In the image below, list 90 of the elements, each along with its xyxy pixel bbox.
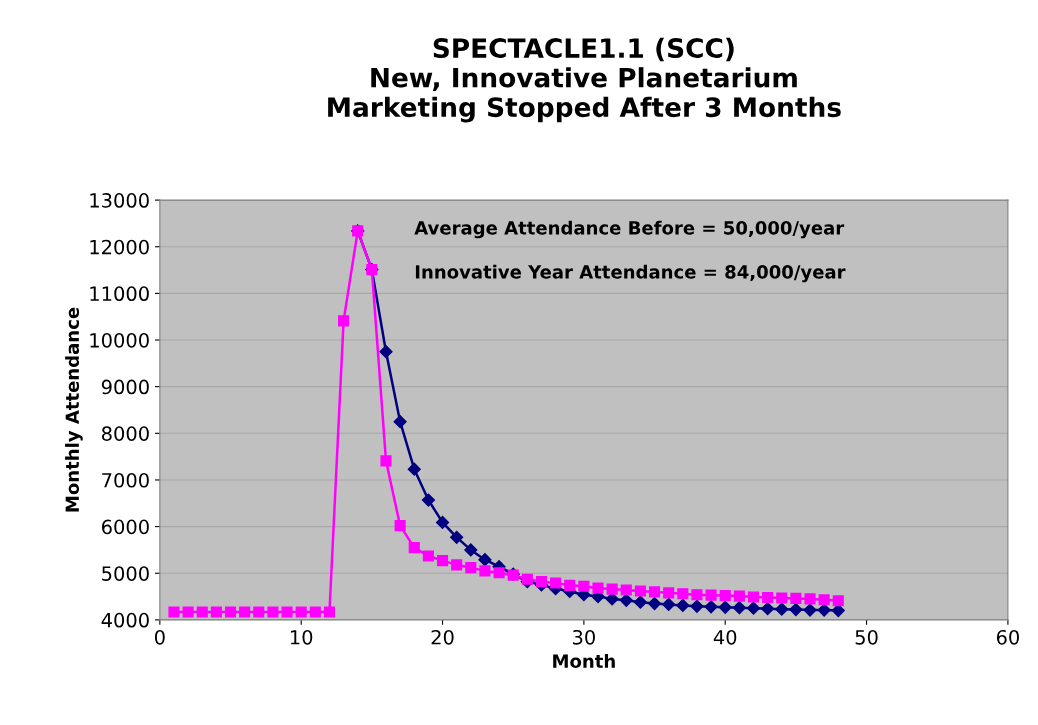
point [239,606,251,618]
x-axis-title: Month [553,653,615,668]
point [746,601,761,615]
point [394,520,406,532]
point [762,591,774,604]
point [832,595,844,607]
point [295,606,307,618]
point [804,593,816,605]
point [564,579,576,591]
point [493,567,505,579]
point [281,606,293,618]
y-tick-label: 5000 [102,566,149,581]
point [790,592,802,604]
point [592,582,604,594]
point [421,493,435,507]
point [479,565,491,577]
x-tick-label: 0 [154,629,165,645]
annotation: Innovative Year Attendance = 84,000/year [415,264,846,283]
y-tick-label: 10000 [90,332,149,348]
point [196,606,208,618]
point [478,553,492,567]
y-tick-label: 13000 [90,193,149,208]
point [451,559,463,571]
y-tick-label: 8000 [101,426,149,441]
point [253,606,265,618]
point [761,602,775,616]
point [663,587,675,599]
x-tick-label: 10 [290,629,313,645]
point [535,576,548,588]
x-tick-label: 60 [996,629,1019,645]
point [705,589,717,601]
point [606,583,618,595]
point [818,594,830,606]
point [747,591,760,603]
point [647,596,662,611]
x-tick-label: 40 [713,629,737,645]
point [620,584,632,596]
point [168,606,180,618]
point [521,573,533,585]
point [450,530,464,544]
point [309,606,321,618]
point [210,606,222,618]
y-tick-label: 4000 [101,612,149,628]
point [619,593,633,607]
x-tick-label: 50 [855,629,878,645]
chart-title: SPECTACLE1.1 (SCC) New, Innovative Planetarium Marketing Stopped After 3 Months [328,37,841,123]
annotation: Average Attendance Before = 50,000/year [414,220,845,239]
point [733,590,745,602]
point [776,592,788,604]
point [182,606,194,618]
point [676,598,690,613]
point [719,590,731,602]
point [690,599,704,613]
point [380,455,392,467]
point [408,542,420,554]
point [338,315,350,327]
y-axis-title: Monthly Attendance [65,307,83,512]
point [691,589,703,601]
point [817,603,831,617]
point [803,603,817,617]
point [465,562,477,574]
y-tick-label: 6000 [102,519,149,535]
point [677,588,689,600]
point [550,577,562,589]
point [634,585,646,597]
point [435,515,450,529]
point [407,462,421,476]
point [662,597,676,612]
point [633,595,647,609]
point [704,600,718,614]
point [393,415,407,429]
point [422,550,434,562]
point [379,345,393,359]
x-tick-label: 20 [431,629,454,645]
point [789,603,803,617]
y-tick-label: 7000 [102,472,149,488]
point [323,606,336,618]
point [648,586,661,598]
y-tick-label: 12000 [90,239,149,255]
point [224,606,237,618]
point [436,555,449,567]
point [267,606,279,618]
point [732,601,746,615]
point [775,602,789,616]
point [578,580,590,592]
y-tick-label: 11000 [90,286,149,302]
point [464,543,478,557]
point [718,600,732,614]
y-tick-label: 9000 [101,379,149,395]
x-tick-label: 30 [572,629,595,645]
